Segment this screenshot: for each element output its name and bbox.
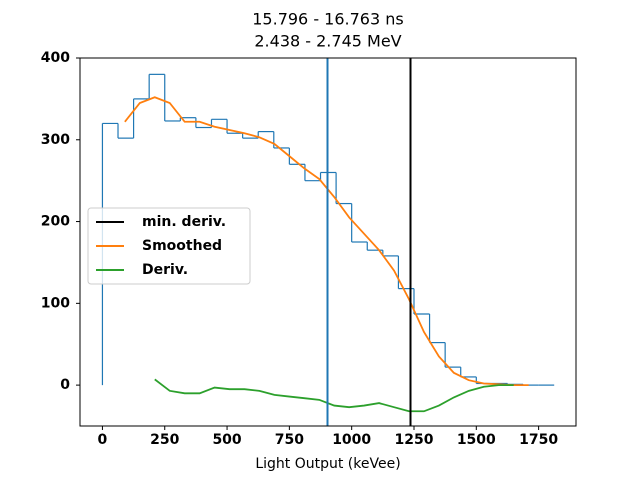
x-tick-label: 500 [212, 432, 241, 448]
plot-frame [79, 57, 577, 427]
y-tick-label: 300 [41, 132, 70, 148]
x-tick-label: 0 [98, 432, 108, 448]
legend: min. deriv. Smoothed Deriv. [87, 207, 251, 285]
x-tick-label: 1500 [457, 432, 496, 448]
legend-label: Deriv. [142, 262, 188, 278]
y-tick-label: 200 [41, 214, 70, 230]
chart-title: 15.796 - 16.763 ns [252, 10, 403, 29]
legend-box [87, 207, 251, 285]
x-tick-label: 1000 [332, 432, 371, 448]
x-tick-label: 1750 [519, 432, 558, 448]
x-tick-label: 750 [275, 432, 304, 448]
legend-label: min. deriv. [142, 214, 226, 230]
x-tick-label: 1250 [395, 432, 434, 448]
series-line [154, 378, 514, 413]
y-tick-label: 400 [41, 50, 70, 66]
y-tick-label: 0 [60, 377, 70, 393]
chart-title: 2.438 - 2.745 MeV [254, 32, 401, 51]
legend-label: Smoothed [142, 238, 222, 254]
x-axis-label: Light Output (keVee) [255, 456, 400, 472]
y-tick-label: 100 [41, 295, 70, 311]
x-tick-label: 250 [150, 432, 179, 448]
